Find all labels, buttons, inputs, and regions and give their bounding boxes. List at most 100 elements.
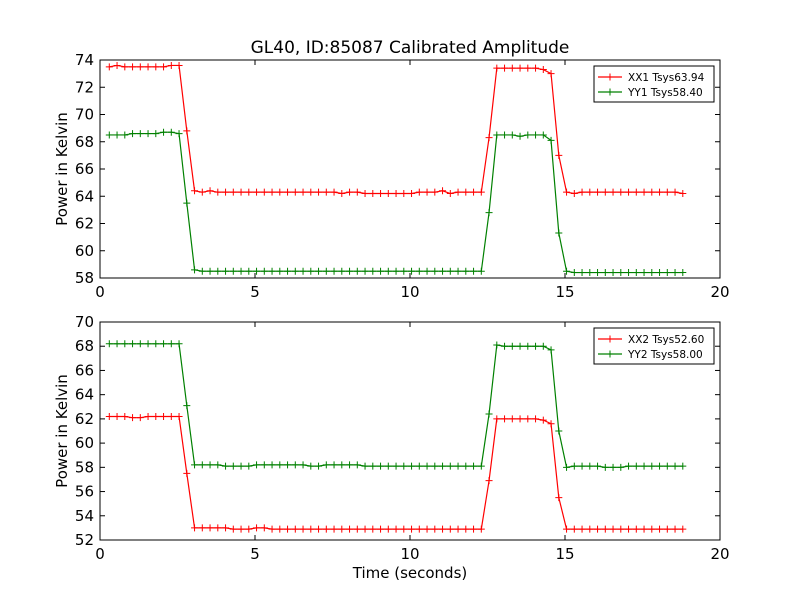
data-point: [121, 412, 129, 420]
data-point: [229, 188, 237, 196]
chart-panel-1: 0 5 10 15 20 58 60 62 64 66 68 70 72 74 Power in Kelvi…: [53, 51, 730, 301]
data-point: [121, 131, 129, 139]
plot-area: [105, 61, 687, 277]
x-tick-label: 20: [710, 283, 729, 301]
data-point: [532, 131, 540, 139]
data-point: [648, 462, 656, 470]
data-point: [423, 462, 431, 470]
data-point: [446, 525, 454, 533]
data-point: [105, 412, 113, 420]
data-point: [477, 525, 485, 533]
legend-label: XX2 Tsys52.60: [628, 334, 704, 346]
data-point: [415, 188, 423, 196]
data-point: [648, 188, 656, 196]
data-point: [175, 130, 183, 138]
data-point: [516, 64, 524, 72]
data-point: [656, 269, 664, 277]
data-point: [299, 188, 307, 196]
data-point: [470, 525, 478, 533]
data-point: [539, 66, 547, 74]
data-point: [253, 524, 261, 532]
data-point: [113, 412, 121, 420]
data-point: [222, 188, 230, 196]
data-point: [648, 525, 656, 533]
data-point: [431, 188, 439, 196]
data-point: [129, 130, 137, 138]
data-point: [632, 188, 640, 196]
data-point: [547, 346, 555, 354]
data-point: [408, 190, 416, 198]
data-point: [384, 525, 392, 533]
data-point: [609, 269, 617, 277]
data-point: [307, 525, 315, 533]
data-point: [601, 269, 609, 277]
data-point: [105, 340, 113, 348]
data-point: [384, 190, 392, 198]
data-point: [136, 414, 144, 422]
data-point: [470, 188, 478, 196]
y-tick-label: 52: [75, 531, 94, 549]
data-point: [625, 462, 633, 470]
data-point: [555, 229, 563, 237]
data-point: [260, 188, 268, 196]
data-point: [446, 267, 454, 275]
data-point: [299, 525, 307, 533]
data-point: [501, 64, 509, 72]
legend-marker: [606, 350, 614, 358]
data-point: [640, 269, 648, 277]
data-point: [439, 462, 447, 470]
data-point: [291, 188, 299, 196]
data-point: [284, 525, 292, 533]
data-point: [679, 462, 687, 470]
data-point: [617, 269, 625, 277]
data-point: [563, 525, 571, 533]
x-tick-label: 5: [250, 283, 260, 301]
data-point: [105, 63, 113, 71]
data-point: [663, 269, 671, 277]
x-tick-label: 0: [95, 283, 105, 301]
data-point: [361, 462, 369, 470]
data-point: [625, 188, 633, 196]
y-tick-label: 64: [75, 386, 94, 404]
data-point: [439, 267, 447, 275]
data-point: [191, 524, 199, 532]
data-point: [656, 525, 664, 533]
legend: XX2 Tsys52.60 YY2 Tsys58.00: [593, 327, 715, 365]
data-point: [276, 267, 284, 275]
data-point: [470, 267, 478, 275]
data-point: [113, 340, 121, 348]
data-point: [532, 342, 540, 350]
data-point: [384, 462, 392, 470]
data-point: [462, 462, 470, 470]
data-point: [260, 461, 268, 469]
data-point: [361, 267, 369, 275]
legend-label: YY2 Tsys58.00: [627, 349, 703, 361]
data-point: [656, 188, 664, 196]
data-point: [555, 151, 563, 159]
data-point: [408, 525, 416, 533]
data-point: [570, 525, 578, 533]
legend-marker: [606, 88, 614, 96]
data-point: [400, 190, 408, 198]
y-tick-label: 72: [75, 78, 94, 96]
data-point: [222, 267, 230, 275]
data-point: [136, 130, 144, 138]
chart-title: GL40, ID:85087 Calibrated Amplitude: [251, 38, 570, 58]
data-point: [330, 525, 338, 533]
data-point: [322, 188, 330, 196]
data-point: [485, 477, 493, 485]
data-point: [462, 267, 470, 275]
data-point: [160, 63, 168, 71]
data-point: [198, 461, 206, 469]
data-point: [144, 340, 152, 348]
data-point: [431, 462, 439, 470]
data-point: [648, 269, 656, 277]
data-point: [485, 134, 493, 142]
y-tick-label: 60: [75, 434, 94, 452]
legend-box: [593, 65, 715, 103]
data-point: [524, 342, 532, 350]
data-point: [485, 410, 493, 418]
data-point: [400, 525, 408, 533]
data-point: [136, 340, 144, 348]
